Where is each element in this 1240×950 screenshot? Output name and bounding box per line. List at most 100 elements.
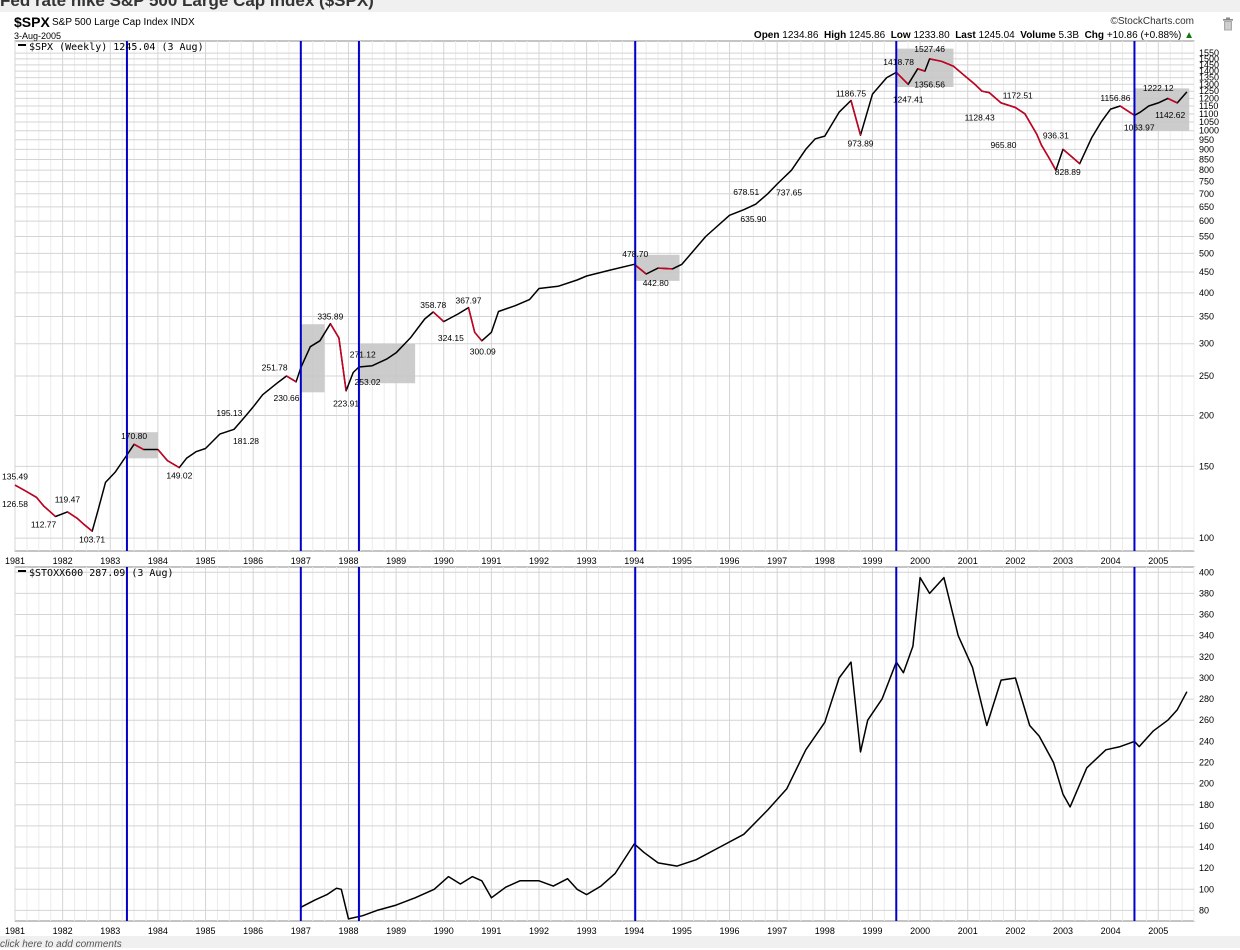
spx-y-tick-label: 850 [1199, 154, 1214, 164]
stoxx-x-tick-label: 1998 [815, 926, 835, 936]
spx-down-segment [14, 484, 25, 492]
spx-price-annotation: 149.02 [166, 471, 192, 481]
spx-price-annotation: 1156.86 [1100, 93, 1130, 103]
spx-x-tick-label: 1981 [5, 556, 25, 566]
spx-shaded-zone [896, 48, 954, 88]
stoxx-panel: 1981 1982 1983 1984 1985 1986 1987 1988 1989 1990… [5, 566, 1214, 936]
stoxx-x-tick-label: 2003 [1053, 926, 1073, 936]
spx-y-tick-label: 1150 [1199, 101, 1218, 111]
open-value: 1234.86 [782, 30, 819, 41]
spx-price-annotation: 478.70 [622, 249, 648, 259]
quote-summary: Open 1234.86 High 1245.86 Low 1233.80 La… [754, 30, 1194, 41]
spx-price-annotation: 271.12 [350, 350, 376, 360]
spx-price-annotation: 828.89 [1055, 167, 1081, 177]
stoxx-y-tick-label: 180 [1199, 800, 1214, 810]
stoxx-y-tick-label: 200 [1199, 779, 1214, 789]
stoxx-x-tick-label: 1985 [196, 926, 216, 936]
up-triangle-icon: ▲ [1184, 30, 1194, 41]
spx-y-tick-label: 1350 [1199, 73, 1219, 83]
spx-x-tick-label: 1989 [386, 556, 406, 566]
spx-x-tick-label: 1998 [815, 556, 835, 566]
stoxx-x-tick-label: 1981 [5, 926, 25, 936]
spx-price-annotation: 1418.78 [883, 57, 914, 67]
spx-x-tick-label: 2003 [1053, 556, 1073, 566]
stoxx-x-tick-label: 1983 [100, 926, 120, 936]
spx-y-tick-label: 1400 [1199, 66, 1219, 76]
spx-down-segment [941, 60, 954, 67]
spx-price-annotation: 230.66 [274, 393, 300, 403]
spx-down-segment [35, 496, 45, 507]
brand-watermark[interactable]: ©StockCharts.com [1110, 16, 1194, 27]
stoxx-y-tick-label: 80 [1199, 905, 1209, 915]
spx-x-tick-label: 1982 [53, 556, 73, 566]
security-name: S&P 500 Large Cap Index [52, 17, 169, 28]
spx-y-tick-label: 1500 [1199, 54, 1219, 64]
spx-y-tick-label: 1300 [1199, 79, 1219, 89]
spx-y-tick-label: 500 [1199, 248, 1214, 258]
spx-down-segment [658, 267, 673, 270]
spx-down-segment [974, 83, 983, 92]
stoxx-y-tick-label: 140 [1199, 842, 1214, 852]
stoxx-y-tick-label: 160 [1199, 821, 1214, 831]
stoxx-y-tick-label: 400 [1199, 567, 1214, 577]
stoxx-y-tick-label: 300 [1199, 673, 1214, 683]
stoxx-y-tick-label: 360 [1199, 610, 1214, 620]
spx-y-tick-label: 1550 [1199, 48, 1219, 58]
spx-down-segment [952, 65, 966, 77]
stoxx-y-tick-label: 320 [1199, 652, 1214, 662]
spx-price-annotation: 119.47 [55, 495, 81, 505]
stoxx-legend-label: $STOXX600 287.09 (3 Aug) [29, 568, 174, 579]
stoxx-x-tick-label: 1994 [624, 926, 644, 936]
spx-y-tick-label: 350 [1199, 311, 1214, 321]
stoxx-x-tick-label: 1999 [862, 926, 882, 936]
spx-y-tick-label: 900 [1199, 144, 1214, 154]
spx-x-tick-label: 1985 [196, 556, 216, 566]
stoxx-x-tick-label: 1993 [577, 926, 597, 936]
spx-price-annotation: 112.77 [31, 520, 57, 530]
chg-value: +10.86 (+0.88%) [1106, 30, 1182, 41]
spx-down-segment [964, 75, 976, 85]
spx-x-tick-label: 1983 [100, 556, 120, 566]
spx-down-segment [633, 263, 647, 275]
spx-y-tick-label: 750 [1199, 177, 1214, 187]
spx-down-segment [1072, 156, 1081, 165]
spx-panel: 1981 1982 1983 1984 1985 1986 1987 1988 1989 1990… [2, 40, 1219, 566]
spx-down-segment [133, 443, 144, 451]
spx-down-segment [988, 92, 1002, 104]
spx-y-tick-label: 1050 [1199, 117, 1219, 127]
spx-down-segment [1048, 157, 1057, 171]
spx-down-segment [338, 337, 347, 391]
last-label: Last [955, 30, 976, 41]
spx-price-annotation: 1186.75 [836, 88, 866, 98]
spx-x-tick-label: 1993 [577, 556, 597, 566]
spx-down-segment [66, 511, 78, 519]
stoxx-x-tick-label: 1987 [291, 926, 311, 936]
spx-price-annotation: 678.51 [733, 187, 759, 197]
high-value: 1245.86 [848, 30, 886, 41]
spx-down-segment [83, 523, 93, 532]
spx-price-annotation: 195.13 [216, 408, 242, 418]
trash-icon[interactable] [1222, 17, 1234, 31]
spx-x-tick-label: 1990 [434, 556, 454, 566]
spx-price-annotation: 1172.51 [1003, 91, 1033, 101]
stoxx-x-tick-label: 1990 [434, 926, 454, 936]
spx-price-annotation: 1063.97 [1124, 123, 1155, 133]
spx-y-tick-label: 700 [1199, 189, 1214, 199]
spx-shaded-zone [358, 343, 416, 384]
spx-x-tick-label: 1997 [767, 556, 787, 566]
spx-price-annotation: 1247.41 [893, 95, 924, 105]
stoxx-x-tick-label: 1995 [672, 926, 692, 936]
stoxx-x-tick-label: 1986 [243, 926, 263, 936]
add-comments-link[interactable]: click here to add comments [0, 939, 122, 950]
spx-price-annotation: 737.65 [776, 187, 802, 197]
footer-bar: click here to add comments [0, 936, 1240, 950]
spx-y-tick-label: 450 [1199, 267, 1214, 277]
open-label: Open [753, 30, 780, 41]
spx-down-segment [467, 307, 476, 333]
spx-price-annotation: 1142.62 [1155, 110, 1185, 120]
spx-down-segment [981, 90, 990, 94]
stoxx-x-tick-label: 1984 [148, 926, 168, 936]
spx-down-segment [24, 489, 37, 498]
spx-y-tick-label: 100 [1199, 533, 1214, 543]
spx-legend-label: $SPX (Weekly) 1245.04 (3 Aug) [29, 42, 204, 53]
